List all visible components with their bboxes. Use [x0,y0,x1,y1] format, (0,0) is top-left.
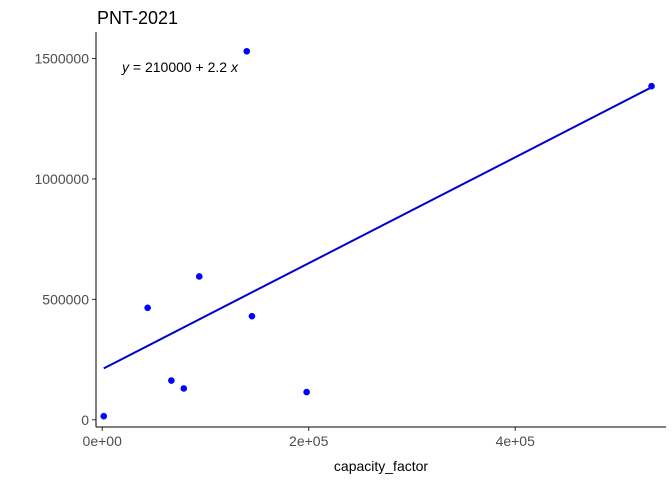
y-tick-label: 500000 [42,291,89,307]
data-point [168,377,175,384]
x-axis-ticks: 0e+00 2e+05 4e+05 [83,427,536,449]
data-point [195,273,203,280]
y-axis-ticks: 0 500000 1000000 1500000 [34,50,96,428]
data-point [180,385,188,392]
chart-title: PNT-2021 [97,8,178,28]
x-axis-title: capacity_factor [334,458,428,474]
y-tick-label: 1500000 [34,50,89,66]
data-point [243,47,251,55]
x-tick-label: 0e+00 [83,433,123,449]
data-point [100,412,108,420]
data-point [248,312,256,320]
data-points [100,47,655,420]
data-point [648,82,655,90]
data-point [303,388,310,396]
regression-line-layer [103,86,653,370]
y-tick-label: 0 [81,412,89,428]
data-point [144,304,151,312]
x-tick-label: 2e+05 [289,433,329,449]
regression-line [103,86,653,370]
y-tick-label: 1000000 [34,171,89,187]
x-tick-label: 4e+05 [496,433,536,449]
regression-equation: y = 210000 + 2.2 x [121,59,239,75]
